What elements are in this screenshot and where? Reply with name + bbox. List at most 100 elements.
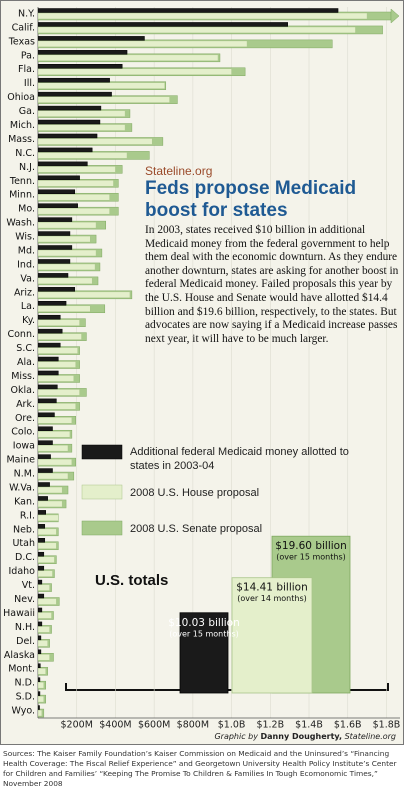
bar — [38, 119, 101, 125]
bar — [38, 91, 112, 97]
bar — [38, 26, 356, 34]
bar — [38, 152, 128, 159]
bar — [38, 389, 80, 396]
bar — [38, 640, 48, 647]
bar — [38, 180, 114, 187]
bar — [38, 68, 232, 76]
y-tick-label: Mich. — [10, 120, 35, 131]
x-tick-label: $200M — [61, 720, 93, 731]
article-body: In 2003, states received $10 billion in … — [145, 224, 399, 345]
bar — [38, 709, 43, 717]
site-name: Stateline.org — [145, 164, 213, 178]
legend-swatch — [81, 520, 123, 536]
y-tick-label: La. — [21, 301, 35, 312]
bar — [38, 440, 53, 445]
bar — [38, 607, 43, 613]
bar — [38, 649, 42, 655]
y-tick-label: N.J. — [19, 162, 35, 173]
y-tick-label: Ga. — [19, 106, 35, 117]
bar — [38, 496, 48, 501]
y-tick-label: Idaho — [9, 566, 36, 577]
x-tick-label: $1.0B — [218, 720, 246, 731]
y-tick-label: Neb. — [13, 524, 35, 535]
y-tick-label: Ark. — [16, 399, 35, 410]
bar — [38, 36, 145, 41]
total-label: $19.60 billion — [275, 540, 347, 552]
bar — [38, 301, 67, 306]
y-tick-label: Maine — [6, 455, 35, 466]
y-tick-label: Wis. — [15, 232, 35, 243]
bar — [38, 370, 59, 376]
y-tick-label: Ky. — [22, 315, 35, 326]
x-tick-label: $400M — [99, 720, 131, 731]
bar — [38, 203, 78, 208]
bar — [38, 189, 76, 194]
bar — [38, 538, 46, 543]
y-tick-label: Miss. — [11, 371, 35, 382]
y-tick-label: Tenn. — [9, 176, 35, 187]
y-tick-label: Md. — [18, 245, 35, 256]
y-tick-label: Mont. — [8, 664, 35, 675]
bar — [38, 161, 88, 167]
y-tick-label: S.D. — [16, 692, 35, 703]
y-tick-label: Ala. — [17, 357, 35, 368]
x-tick-label: $1.8B — [373, 720, 401, 731]
bar — [38, 412, 55, 418]
chart: $200M $400M $600M $800M $1.0B $1.2B $1.4B $1.6B… — [0, 0, 404, 745]
bar — [38, 333, 82, 340]
bar — [38, 166, 116, 173]
y-tick-label: Vt. — [22, 580, 35, 591]
bar — [38, 138, 153, 145]
bar — [38, 472, 69, 480]
credit-site: Stateline.org — [344, 732, 396, 741]
legend-label: 2008 U.S. Senate proposal — [130, 523, 263, 535]
bar — [38, 54, 219, 62]
bar — [38, 598, 57, 605]
y-tick-label: Ore. — [15, 413, 35, 424]
bar — [38, 147, 93, 153]
bar — [38, 40, 248, 48]
y-tick-label: Minn. — [9, 190, 35, 201]
bar — [38, 347, 78, 354]
y-tick-label: Ind. — [17, 259, 35, 270]
bar — [38, 570, 53, 577]
y-tick-label: Ohioa — [7, 92, 35, 103]
bar — [38, 77, 110, 83]
bar — [38, 417, 73, 424]
y-tick-label: Kan. — [14, 496, 35, 507]
bar — [38, 524, 46, 529]
bar — [38, 542, 57, 550]
bar — [38, 500, 63, 508]
legend-swatch — [81, 444, 123, 460]
bar — [38, 110, 126, 117]
bar — [38, 342, 61, 348]
bar — [38, 356, 59, 362]
bar — [38, 635, 42, 641]
y-tick-label: Wyo. — [11, 706, 35, 717]
bar — [38, 584, 50, 591]
y-tick-label: Ill. — [24, 78, 35, 89]
credit-author: Danny Dougherty, — [260, 732, 343, 741]
bar — [38, 314, 61, 320]
y-tick-label: Mo. — [18, 204, 35, 215]
y-tick-label: N.C. — [15, 148, 35, 159]
y-tick-label: Del. — [16, 636, 35, 647]
bar — [38, 291, 131, 299]
x-tick-label: $1.6B — [334, 720, 362, 731]
x-tick-label: $1.2B — [256, 720, 284, 731]
bar — [38, 217, 73, 222]
y-tick-label: D.C. — [15, 552, 35, 563]
y-tick-label: W.Va. — [9, 482, 35, 493]
bar — [38, 621, 43, 627]
bar — [38, 305, 91, 313]
y-tick-label: Nev. — [14, 594, 35, 605]
bar — [38, 695, 45, 703]
y-tick-label: Mass. — [8, 134, 35, 145]
bar — [38, 667, 46, 675]
y-tick-label: N.Y. — [18, 8, 35, 19]
bar — [38, 175, 80, 181]
y-tick-label: Colo. — [11, 427, 35, 438]
bar — [38, 626, 50, 633]
legend-label: Additional federal Medicaid money allott… — [130, 446, 349, 472]
y-tick-label: Wash. — [6, 218, 35, 229]
